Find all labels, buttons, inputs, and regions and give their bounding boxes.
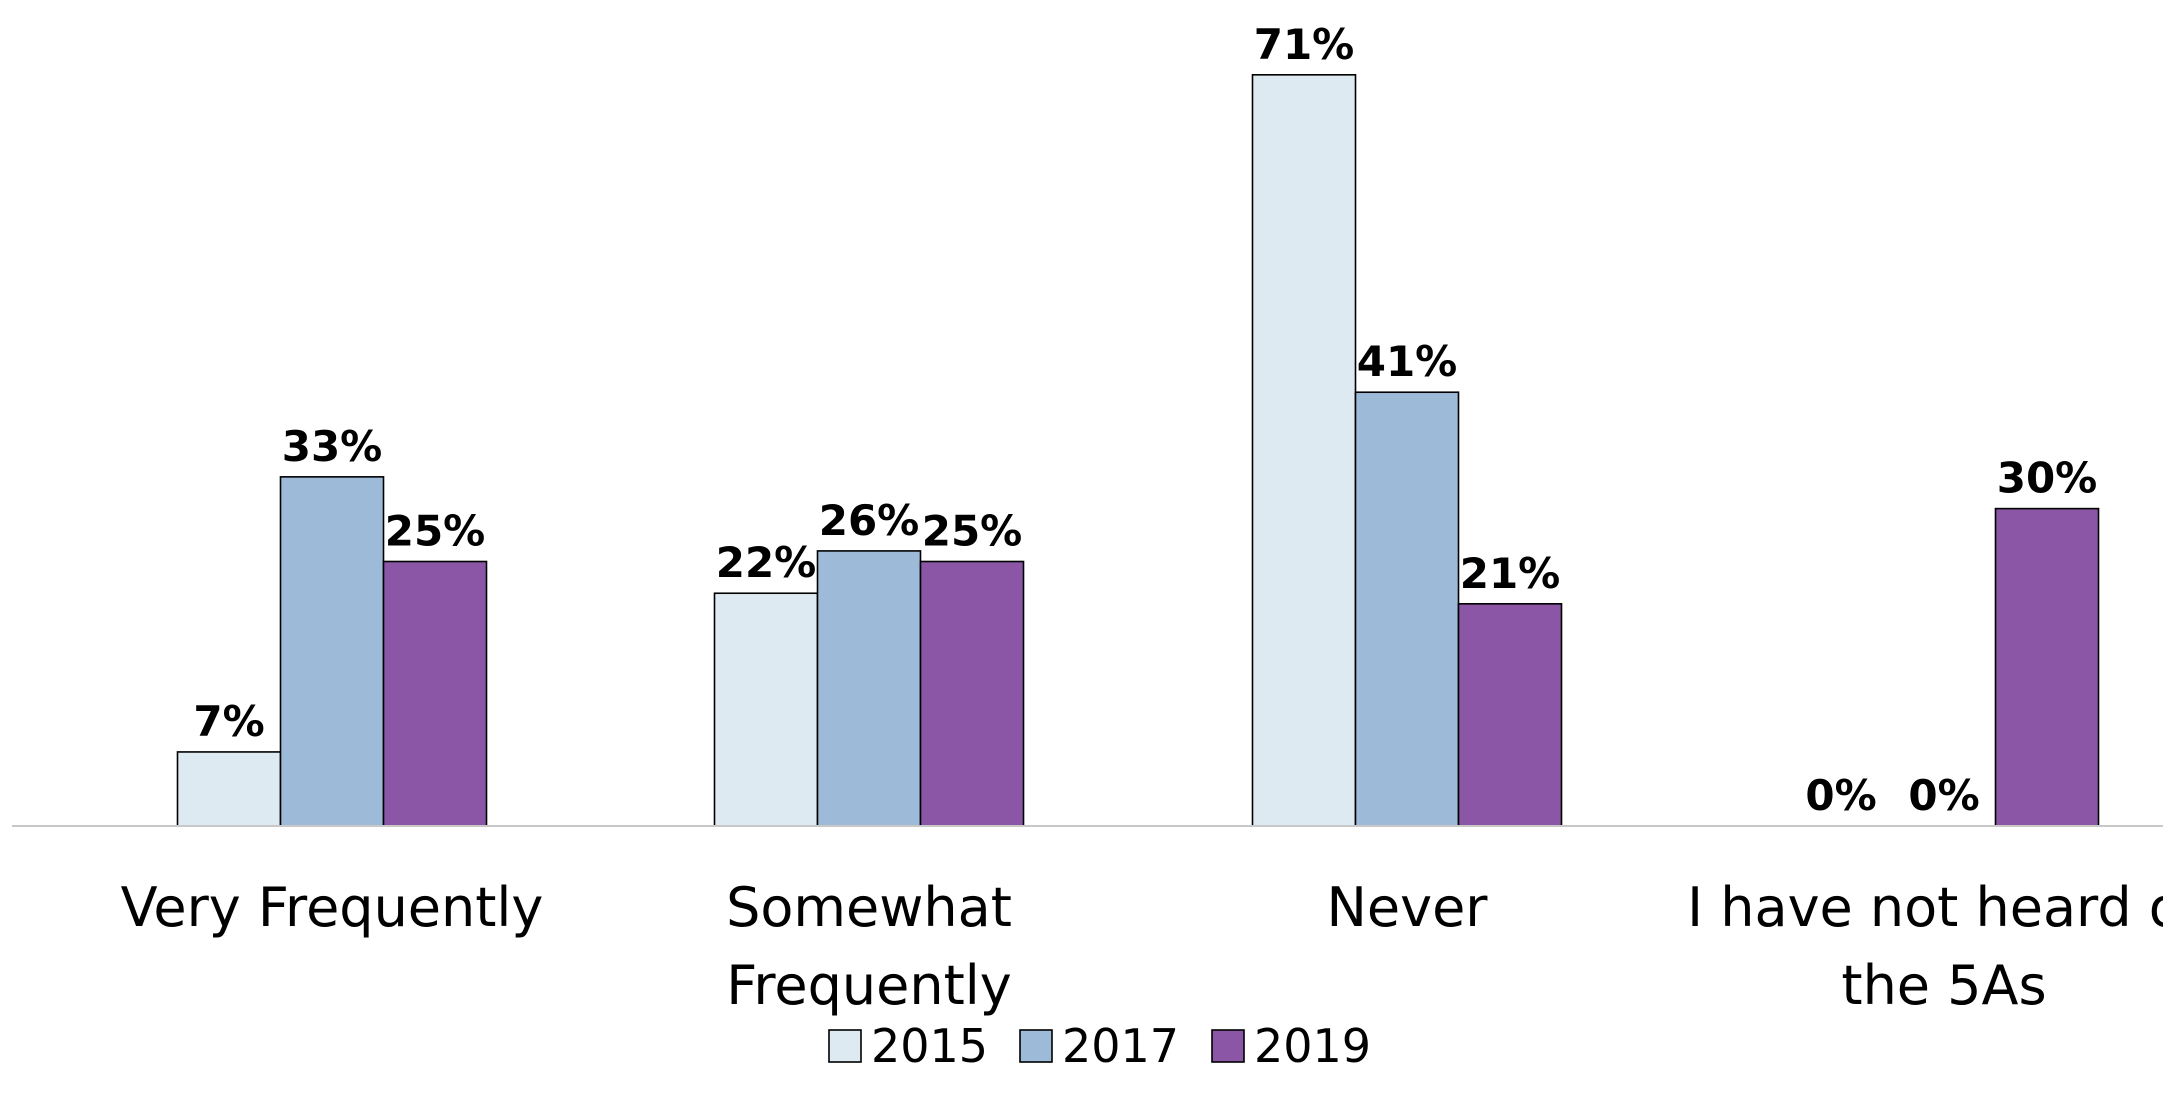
category-label-3: I have not heard of the 5As [1687,876,2163,1017]
legend-label-2019: 2019 [1254,1019,1371,1073]
data-labels: 7%33%25%22%26% 25%71%41%21%0% 0%30% [193,20,2097,820]
data-label-2015-cat-1: 22% [716,538,817,587]
data-label-2019-cat-3: 30% [1997,454,2098,503]
data-label-2017-cat-3: 0% [1908,771,1979,820]
category-label-0: Very Frequently [121,876,544,939]
data-label-2017-cat-0: 33% [282,422,383,471]
bar-2015-cat-1 [713,592,819,827]
legend: 2015 2017 2019 [828,1019,1371,1073]
data-label-2019-cat-1: 25% [922,507,1023,556]
bar-2017-cat-1 [816,550,922,827]
legend-swatch-2019 [1211,1029,1245,1063]
data-label-2017-cat-2: 41% [1357,337,1458,386]
bar-2015-cat-0 [176,751,282,827]
category-label-2: Never [1327,876,1489,939]
bar-2015-cat-2 [1251,74,1357,827]
data-label-2019-cat-0: 25% [385,507,486,556]
legend-label-2015: 2015 [871,1019,988,1073]
bar-2017-cat-0 [279,476,385,827]
category-label-1: Somewhat Frequently [726,876,1012,1017]
data-label-2015-cat-2: 71% [1254,20,1355,69]
legend-label-2017: 2017 [1062,1019,1179,1073]
bars [176,74,2100,827]
data-label-2015-cat-0: 7% [193,697,264,746]
bar-2019-cat-3 [1994,507,2100,827]
legend-swatch-2017 [1019,1029,1053,1063]
bar-2019-cat-0 [382,560,488,827]
bar-2019-cat-1 [919,560,1025,827]
data-label-2017-cat-1: 26% [819,496,920,545]
bar-2019-cat-2 [1457,603,1563,827]
bar-2017-cat-2 [1354,391,1460,827]
data-label-2019-cat-2: 21% [1460,549,1561,598]
data-label-2015-cat-3: 0% [1805,771,1876,820]
legend-swatch-2015 [828,1029,862,1063]
category-labels: Very Frequently Somewhat Frequently Never I … [121,876,2163,1017]
